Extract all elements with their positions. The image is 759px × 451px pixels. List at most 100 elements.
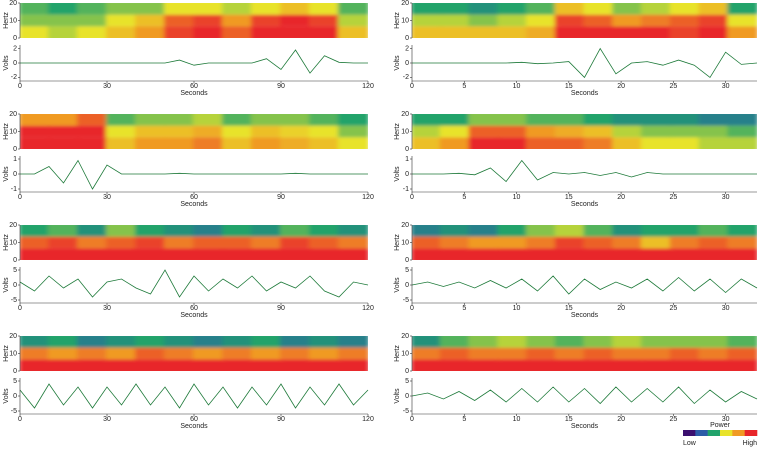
heatmap-cell xyxy=(526,14,557,27)
y-tick-label: 0 xyxy=(13,393,17,400)
y-tick-label: 10 xyxy=(401,239,409,246)
y-axis-label: Volts xyxy=(3,55,10,71)
heatmap-cell xyxy=(439,14,471,27)
heatmap-cell xyxy=(583,114,615,126)
heatmap-cell xyxy=(554,359,586,371)
heatmap-cell xyxy=(135,114,166,126)
heatmap-cell xyxy=(497,14,528,27)
heatmap-cell xyxy=(698,137,730,149)
y-tick-label: 0 xyxy=(13,282,17,289)
y-tick-label: 5 xyxy=(405,378,409,385)
y-tick-label: 0 xyxy=(13,60,17,67)
heatmap-cell xyxy=(641,225,672,237)
y-axis-label: Volts xyxy=(394,166,401,182)
heatmap xyxy=(20,114,368,149)
y-tick-label: 0 xyxy=(405,60,409,67)
heatmap xyxy=(412,225,757,260)
x-tick-label: 15 xyxy=(565,83,573,90)
heatmap-cell xyxy=(280,137,311,149)
heatmap-cell xyxy=(193,336,224,348)
x-tick-label: 5 xyxy=(462,194,466,201)
heatmap-cell xyxy=(526,125,557,138)
heatmap-cell xyxy=(280,336,311,348)
voltage-trace xyxy=(19,383,369,409)
heatmap-cell xyxy=(641,359,672,371)
x-tick-label: 10 xyxy=(513,305,521,312)
heatmap-cell xyxy=(222,236,253,249)
x-tick-label: 10 xyxy=(513,194,521,201)
x-tick-label: 60 xyxy=(190,416,198,423)
heatmap-cell xyxy=(698,114,730,126)
heatmap-cell xyxy=(526,236,557,249)
y-tick-label: 0 xyxy=(405,171,409,178)
heatmap-cell xyxy=(135,3,166,15)
heatmap-cell xyxy=(20,225,50,237)
heatmap-cell xyxy=(698,225,730,237)
y-tick-label: 0 xyxy=(405,282,409,289)
heatmap-cell xyxy=(439,236,471,249)
heatmap-cell xyxy=(497,336,528,348)
heatmap-cell xyxy=(412,336,442,348)
heatmap-cell xyxy=(106,336,137,348)
x-tick-label: 0 xyxy=(410,416,414,423)
heatmap-cell xyxy=(309,347,340,360)
heatmap-cell xyxy=(612,347,643,360)
heatmap-cell xyxy=(48,3,79,15)
y-axis-label: Volts xyxy=(3,166,10,182)
y-tick-label: -5 xyxy=(11,408,17,415)
heatmap-cells xyxy=(412,336,757,371)
heatmap-cell xyxy=(497,26,528,38)
heatmap-cell xyxy=(251,359,282,371)
heatmap-cell xyxy=(468,336,500,348)
heatmap-cell xyxy=(222,248,253,260)
heatmap-cell xyxy=(338,236,368,249)
heatmap-cell xyxy=(727,3,757,15)
heatmap-cell xyxy=(20,114,50,126)
colorbar-swatch xyxy=(732,430,745,436)
heatmap-cell xyxy=(554,26,586,38)
heatmap-cell xyxy=(338,336,368,348)
heatmap-cell xyxy=(641,347,672,360)
heatmap-cells xyxy=(20,336,368,371)
heatmap-cell xyxy=(280,3,311,15)
heatmap-cell xyxy=(612,225,643,237)
heatmap-cell xyxy=(251,14,282,27)
heatmap-cell xyxy=(468,125,500,138)
heatmap-cell xyxy=(164,125,195,138)
heatmap-cell xyxy=(222,26,253,38)
voltage-trace xyxy=(20,49,368,74)
colorbar-swatch xyxy=(720,430,733,436)
heatmap-cell xyxy=(309,114,340,126)
y-tick-label: 0 xyxy=(405,146,409,153)
heatmap-cell xyxy=(193,236,224,249)
heatmap-cell xyxy=(164,14,195,27)
heatmap-cell xyxy=(468,359,500,371)
heatmap-cell xyxy=(193,347,224,360)
heatmap-cell xyxy=(164,114,195,126)
heatmap-cell xyxy=(439,347,471,360)
heatmap-cell xyxy=(106,225,137,237)
heatmap-cell xyxy=(641,248,672,260)
heatmap-cell xyxy=(251,125,282,138)
heatmap-cell xyxy=(106,347,137,360)
heatmap-cell xyxy=(497,137,528,149)
heatmap-cell xyxy=(698,336,730,348)
colorbar-low: Low xyxy=(683,440,697,447)
heatmap-cell xyxy=(468,137,500,149)
heatmap-cell xyxy=(698,26,730,38)
heatmap-cell xyxy=(439,359,471,371)
axis-line xyxy=(411,267,757,304)
x-tick-label: 25 xyxy=(669,305,677,312)
heatmap-cell xyxy=(641,114,672,126)
heatmap-cell xyxy=(669,248,701,260)
heatmap-cell xyxy=(669,347,701,360)
heatmap-cell xyxy=(526,3,557,15)
heatmap-cell xyxy=(135,225,166,237)
heatmap-cell xyxy=(669,359,701,371)
x-tick-label: 60 xyxy=(190,305,198,312)
heatmap-cells xyxy=(20,225,368,260)
heatmap-cell xyxy=(468,14,500,27)
heatmap-cell xyxy=(727,26,757,38)
heatmap-cell xyxy=(164,359,195,371)
x-axis-label: Seconds xyxy=(571,201,599,208)
